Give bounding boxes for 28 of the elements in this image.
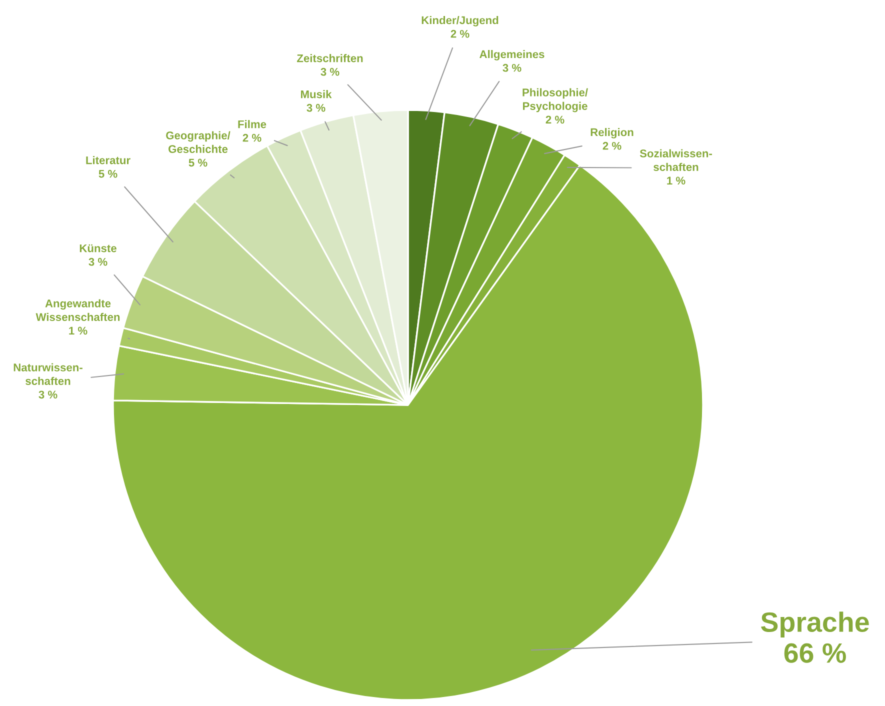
slice-label: Allgemeines: [480, 50, 544, 60]
data-label: 66 %: [784, 643, 846, 663]
data-label: 3 %: [88, 258, 108, 266]
slice-label: Filme: [238, 120, 266, 128]
data-label: 3 %: [38, 390, 58, 399]
data-label: 3 %: [502, 64, 522, 72]
data-label: 3 %: [320, 68, 340, 76]
slice-label: Angewandte Wissenschaften: [36, 299, 120, 322]
data-label: 1 %: [69, 326, 88, 335]
data-label: 3 %: [306, 104, 326, 112]
data-label: 2 %: [450, 30, 470, 38]
data-label: 1 %: [667, 176, 686, 185]
slice-label: Sozialwissen- schaften: [640, 149, 712, 171]
slice-label: Religion: [590, 128, 634, 138]
data-label: 2 %: [546, 116, 564, 124]
slice-label: Zeitschriften: [296, 54, 363, 62]
slice-label: Kinder/Jugend: [422, 16, 498, 26]
data-label: 5 %: [188, 158, 208, 167]
slice-label: Philosophie/ Psychologie: [522, 88, 588, 112]
slice-label: Musik: [301, 90, 332, 98]
slice-label: Naturwissen- schaften: [14, 363, 82, 385]
data-label: 2 %: [602, 142, 622, 150]
slice-label: Sprache: [760, 612, 869, 638]
slice-label: Geographie/ Geschichte: [166, 131, 230, 154]
data-label: 5 %: [98, 170, 118, 178]
slice-label: Künste: [80, 244, 116, 252]
slice-label: Literatur: [86, 156, 130, 164]
data-label: 2 %: [242, 134, 262, 142]
